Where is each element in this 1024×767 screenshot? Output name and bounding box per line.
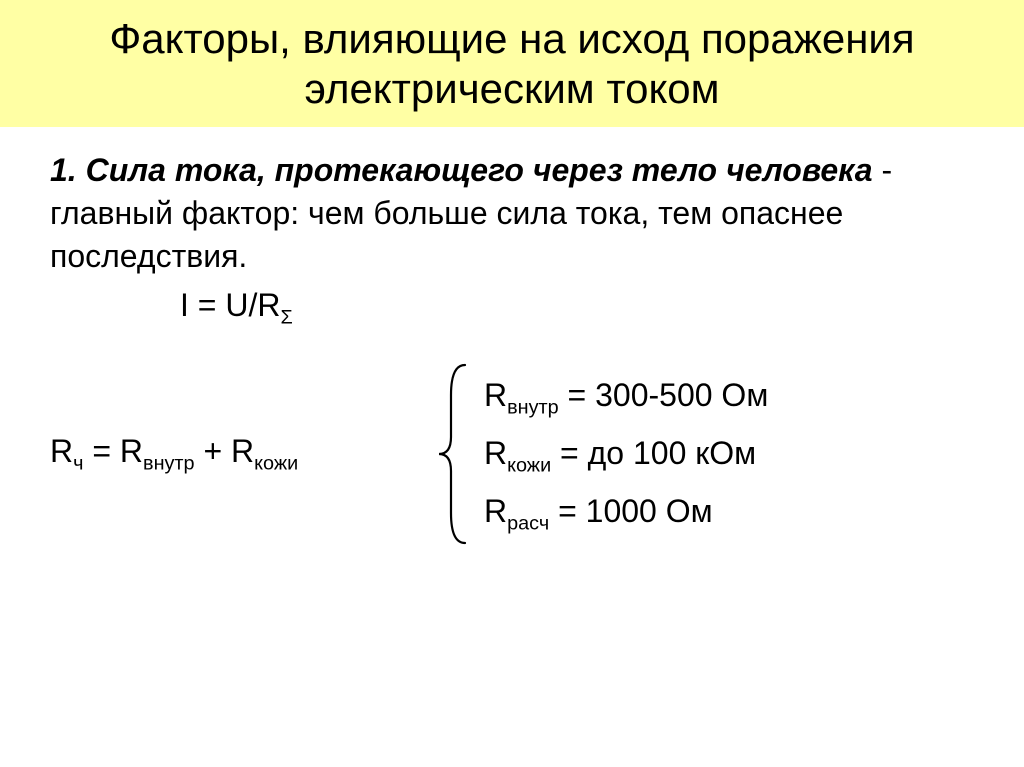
- title-band: Факторы, влияющие на исход поражения эле…: [0, 0, 1024, 127]
- formula-sub: Σ: [280, 306, 292, 328]
- eq-sub: кожи: [507, 454, 551, 476]
- r-inner-line: Rвнутр = 300-500 Ом: [484, 367, 768, 425]
- formula-pre: I = U/R: [180, 287, 280, 323]
- eq-part: R: [484, 435, 507, 471]
- eq-part: R: [484, 377, 507, 413]
- eq-part: = 300-500 Ом: [559, 377, 769, 413]
- eq-part: + R: [195, 433, 255, 469]
- eq-part: R: [484, 493, 507, 529]
- r-calc-line: Rрасч = 1000 Ом: [484, 483, 768, 541]
- slide-title: Факторы, влияющие на исход поражения эле…: [30, 14, 994, 113]
- eq-sub: внутр: [507, 396, 559, 418]
- eq-sub: внутр: [143, 452, 195, 474]
- eq-part: R: [50, 433, 73, 469]
- content-area: 1. Сила тока, протекающего через тело че…: [0, 127, 1024, 549]
- r-skin-line: Rкожи = до 100 кОм: [484, 425, 768, 483]
- eq-sub: расч: [507, 512, 549, 534]
- resistance-values: Rвнутр = 300-500 Ом Rкожи = до 100 кОм R…: [480, 367, 768, 541]
- resistance-sum-equation: Rч = Rвнутр + Rкожи: [50, 433, 430, 475]
- main-formula: I = U/RΣ: [50, 287, 974, 329]
- factor-paragraph: 1. Сила тока, протекающего через тело че…: [50, 149, 974, 279]
- eq-part: = R: [83, 433, 143, 469]
- eq-part: = 1000 Ом: [549, 493, 712, 529]
- eq-sub: кожи: [254, 452, 298, 474]
- paragraph-bold: 1. Сила тока, протекающего через тело че…: [50, 152, 873, 188]
- resistance-block: Rч = Rвнутр + Rкожи Rвнутр = 300-500 Ом …: [50, 359, 974, 549]
- eq-part: = до 100 кОм: [551, 435, 756, 471]
- curly-brace-icon: [430, 359, 480, 549]
- eq-sub: ч: [73, 452, 83, 474]
